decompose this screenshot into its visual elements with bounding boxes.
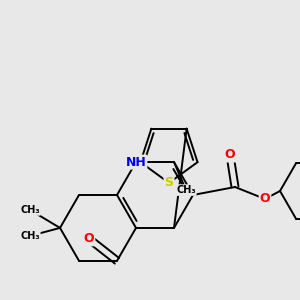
Text: CH₃: CH₃ <box>20 231 40 241</box>
Text: CH₃: CH₃ <box>20 205 40 215</box>
Text: O: O <box>225 148 235 161</box>
Text: CH₃: CH₃ <box>176 185 196 195</box>
Text: O: O <box>260 193 270 206</box>
Text: O: O <box>84 232 94 245</box>
Text: S: S <box>164 176 173 189</box>
Text: NH: NH <box>126 156 146 169</box>
